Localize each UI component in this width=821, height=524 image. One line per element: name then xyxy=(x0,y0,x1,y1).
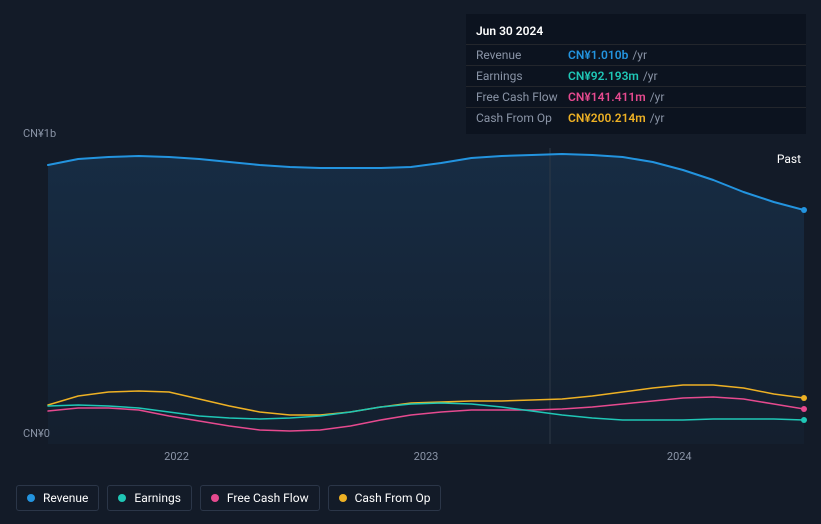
legend-dot-icon xyxy=(118,494,126,502)
legend-item[interactable]: Cash From Op xyxy=(328,485,442,511)
tooltip-unit: /yr xyxy=(643,69,658,83)
tooltip-label: Cash From Op xyxy=(476,111,568,125)
tooltip-panel: Jun 30 2024 RevenueCN¥1.010b/yrEarningsC… xyxy=(466,14,806,134)
series-end-dot xyxy=(801,395,807,401)
tooltip-row: EarningsCN¥92.193m/yr xyxy=(466,65,806,86)
tooltip-unit: /yr xyxy=(650,111,665,125)
legend-item[interactable]: Revenue xyxy=(16,485,99,511)
tooltip-row: Cash From OpCN¥200.214m/yr xyxy=(466,107,806,128)
revenue-area xyxy=(48,154,804,444)
tooltip-date: Jun 30 2024 xyxy=(466,20,806,44)
legend-label: Cash From Op xyxy=(355,491,431,505)
legend-label: Earnings xyxy=(134,491,181,505)
series-end-dot xyxy=(801,207,807,213)
tooltip-value: CN¥200.214m xyxy=(568,111,646,125)
x-axis-tick: 2022 xyxy=(164,450,189,463)
legend-item[interactable]: Free Cash Flow xyxy=(200,485,320,511)
legend-dot-icon xyxy=(27,494,35,502)
tooltip-row: Free Cash FlowCN¥141.411m/yr xyxy=(466,86,806,107)
x-axis-tick: 2023 xyxy=(414,450,439,463)
financial-chart xyxy=(16,148,804,444)
tooltip-unit: /yr xyxy=(650,90,665,104)
series-end-dot xyxy=(801,406,807,412)
series-end-dot xyxy=(801,417,807,423)
legend-label: Revenue xyxy=(43,491,88,505)
x-axis: 2022 2023 2024 xyxy=(48,450,804,470)
y-axis-label: CN¥1b xyxy=(23,127,56,140)
tooltip-value: CN¥1.010b xyxy=(568,48,628,62)
legend-item[interactable]: Earnings xyxy=(107,485,192,511)
tooltip-value: CN¥92.193m xyxy=(568,69,639,83)
tooltip-label: Earnings xyxy=(476,69,568,83)
legend-dot-icon xyxy=(211,494,219,502)
legend-dot-icon xyxy=(339,494,347,502)
tooltip-label: Revenue xyxy=(476,48,568,62)
legend: Revenue Earnings Free Cash Flow Cash From O… xyxy=(16,485,441,511)
tooltip-row: RevenueCN¥1.010b/yr xyxy=(466,44,806,65)
tooltip-value: CN¥141.411m xyxy=(568,90,646,104)
tooltip-label: Free Cash Flow xyxy=(476,90,568,104)
legend-label: Free Cash Flow xyxy=(227,491,309,505)
x-axis-tick: 2024 xyxy=(667,450,692,463)
tooltip-unit: /yr xyxy=(632,48,647,62)
